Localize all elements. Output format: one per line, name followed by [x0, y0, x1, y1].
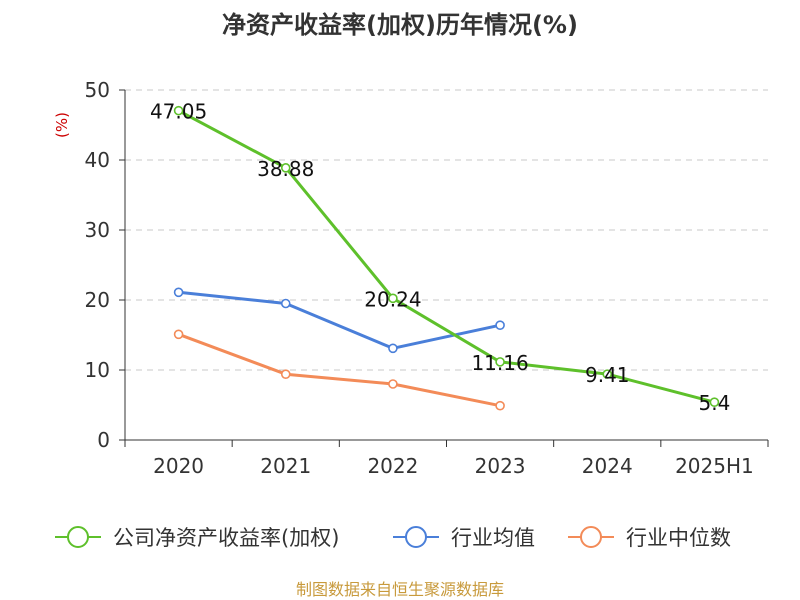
series-point [602, 369, 613, 379]
y-tick-label: 20 [85, 288, 110, 312]
legend-swatch-marker [67, 526, 89, 548]
series-point [173, 287, 184, 298]
series-point [495, 320, 505, 331]
data-label: 9.41 [585, 363, 630, 387]
x-tick-label: 2022 [367, 454, 418, 478]
chart-title: 净资产收益率(加权)历年情况(%) [222, 11, 578, 39]
x-tick-label: 2021 [260, 454, 311, 478]
series-line [178, 290, 501, 350]
legend-label: 公司净资产收益率(加权) [113, 526, 339, 550]
legend: 公司净资产收益率(加权) 行业均值 行业中位数 [55, 526, 731, 550]
series-point [495, 400, 505, 411]
series-point [173, 329, 184, 340]
x-tick-label: 2023 [475, 454, 526, 478]
source-note: 制图数据来自恒生聚源数据库 [296, 580, 504, 599]
data-label: 20.24 [364, 287, 421, 311]
series-line [178, 332, 501, 408]
series-point [173, 105, 184, 116]
legend-label: 行业均值 [451, 526, 535, 550]
x-tick-label: 2024 [582, 454, 633, 478]
data-label: 38.88 [257, 157, 314, 181]
legend-swatch-marker [580, 526, 602, 548]
axes: 0 10 20 30 40 50 2020 2021 2022 2023 2024 2025H1 [85, 78, 769, 478]
y-tick-label: 10 [85, 358, 110, 382]
series-point [280, 163, 291, 173]
data-label: 47.05 [150, 100, 207, 124]
series-point [388, 343, 398, 354]
legend-label: 行业中位数 [626, 526, 731, 550]
data-label: 5.4 [699, 391, 731, 415]
y-tick-label: 0 [97, 428, 110, 452]
y-tick-label: 40 [85, 148, 110, 172]
x-tick-label: 2025H1 [675, 454, 754, 478]
series-point [388, 293, 398, 304]
series-point [280, 369, 291, 380]
data-labels: 47.05 38.88 20.24 11.16 9.41 5.4 [150, 100, 730, 416]
y-axis-unit-label: (%) [53, 112, 71, 138]
series-point [495, 357, 505, 367]
series-lines [173, 105, 720, 411]
legend-swatch-marker [405, 526, 427, 548]
series-point [388, 379, 398, 389]
y-tick-label: 30 [85, 218, 110, 242]
y-tick-label: 50 [85, 78, 110, 102]
grid-lines [125, 89, 768, 371]
data-label: 11.16 [471, 351, 528, 375]
series-line [177, 109, 715, 404]
x-tick-label: 2020 [153, 454, 204, 478]
series-point [709, 397, 720, 408]
series-point [280, 298, 291, 309]
